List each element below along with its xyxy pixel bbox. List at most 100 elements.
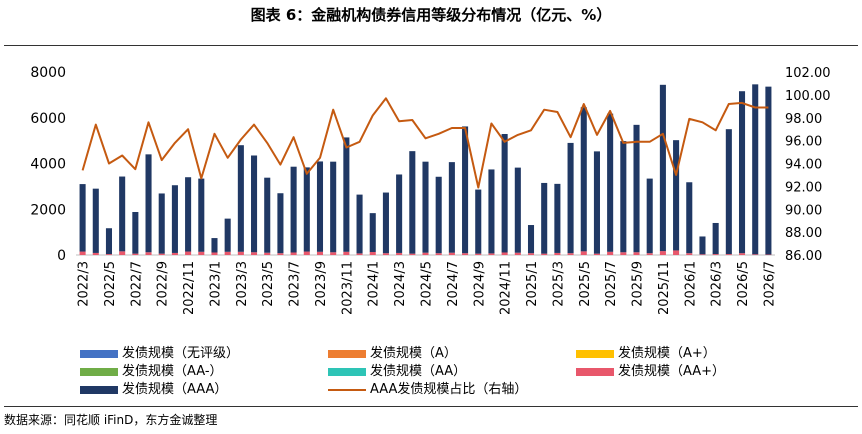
bar-series-5 (725, 254, 732, 255)
legend-item-aa-plus: 发债规模（AA+） (576, 360, 725, 379)
x-tick-label: 2025/5 (578, 261, 593, 307)
chart-title: 图表 6：金融机构债券信用等级分布情况（亿元、%） (250, 6, 612, 24)
bar-series-6 (738, 91, 746, 254)
y-right-tick-label: 100.00 (785, 89, 831, 104)
x-tick-label: 2024/1 (367, 261, 382, 307)
legend-item-aa-minus: 发债规模（AA-） (80, 360, 223, 379)
bar-series-5 (646, 253, 653, 255)
bar-series-6 (620, 141, 627, 253)
bar-series-5 (541, 253, 548, 255)
bar-series-6 (580, 107, 587, 252)
bar-series-6 (765, 86, 772, 255)
bar-series-5 (488, 253, 495, 255)
legend-item-a: 发债规模（A） (328, 342, 457, 361)
x-tick-label: 2026/5 (736, 261, 751, 307)
bar-series-6 (448, 162, 455, 253)
bar-series-6 (554, 183, 561, 253)
x-tick-label: 2022/11 (182, 261, 197, 315)
bar-series-6 (633, 124, 640, 253)
bar-series-5 (593, 253, 600, 255)
bar-series-6 (303, 167, 310, 252)
legend-swatch-aaa-share (328, 388, 366, 391)
bar-series-5 (303, 251, 310, 255)
bar-series-5 (145, 252, 152, 255)
bar-series-6 (290, 166, 297, 253)
bar-series-5 (79, 251, 86, 255)
bar-series-5 (224, 251, 231, 255)
aaa-share-line (81, 97, 769, 189)
bar-series-6 (712, 222, 719, 255)
bar-series-5 (699, 254, 706, 255)
x-tick-label: 2025/7 (604, 261, 619, 307)
bar-series-6 (158, 193, 165, 254)
x-tick-label: 2024/11 (499, 261, 514, 315)
x-tick-label: 2026/1 (683, 261, 698, 307)
y-right-tick-label: 102.00 (785, 66, 831, 81)
top-rule (4, 45, 858, 46)
x-tick-label: 2024/3 (393, 261, 408, 307)
bar-series-6 (382, 192, 389, 254)
bar-series-6 (277, 193, 284, 254)
legend-label-aa-plus: 发债规模（AA+） (618, 364, 726, 379)
bar-series-5 (448, 252, 455, 255)
legend-swatch-aa-minus (80, 367, 118, 376)
bar-series-5 (369, 252, 376, 255)
bar-series-5 (527, 253, 535, 255)
bar-series-5 (277, 253, 284, 255)
bar-series-5 (554, 252, 561, 255)
bar-series-5 (673, 250, 680, 255)
bar-series-6 (264, 177, 271, 253)
bar-series-6 (343, 137, 350, 252)
y-right-tick-label: 94.00 (785, 158, 822, 173)
x-tick-label: 2024/9 (472, 261, 487, 307)
bar-series-6 (92, 188, 99, 253)
bar-series-6 (198, 178, 205, 252)
bar-series-5 (422, 252, 429, 255)
x-tick-label: 2023/5 (261, 261, 276, 307)
bar-series-6 (211, 238, 218, 253)
y-left-tick-label: 8000 (30, 65, 66, 81)
bar-series-5 (171, 252, 178, 255)
bar-series-5 (132, 253, 139, 255)
bar-series-5 (501, 252, 508, 255)
bar-series-6 (145, 154, 152, 253)
y-right-tick-label: 92.00 (785, 180, 822, 195)
x-tick-label: 2024/7 (446, 261, 461, 307)
y-left-tick-label: 6000 (30, 111, 66, 127)
bar-series-6 (396, 174, 403, 253)
bar-series-6 (541, 182, 548, 254)
bar-series-6 (251, 155, 258, 253)
bar-series-5 (382, 253, 389, 255)
bar-series-5 (633, 252, 640, 255)
x-tick-label: 2022/3 (77, 261, 92, 307)
bar-series-5 (712, 254, 719, 255)
bar-series-6 (171, 185, 178, 253)
x-tick-label: 2025/11 (657, 261, 672, 315)
bar-series-6 (607, 113, 614, 252)
bar-series-6 (132, 211, 139, 254)
bar-series-6 (593, 151, 600, 254)
bar-series-6 (501, 133, 508, 253)
legend-swatch-unrated (80, 349, 118, 358)
bar-series-6 (356, 194, 363, 254)
bar-series-5 (158, 253, 165, 255)
x-tick-label: 2023/3 (235, 261, 250, 307)
bar-series-6 (409, 151, 416, 254)
bar-series-6 (462, 126, 469, 254)
bar-series-6 (673, 140, 680, 251)
x-tick-label: 2025/1 (525, 261, 540, 307)
bar-series-6 (237, 145, 244, 252)
bar-series-5 (198, 251, 205, 255)
bar-series-5 (659, 251, 666, 255)
bar-series-6 (119, 176, 126, 252)
legend-item-unrated: 发债规模（无评级） (80, 342, 239, 361)
legend-label-aa: 发债规模（AA） (370, 364, 467, 379)
bar-series-5 (211, 252, 218, 255)
bar-series-5 (514, 252, 521, 255)
bar-series-6 (646, 178, 653, 254)
legend-label-a: 发债规模（A） (370, 346, 457, 361)
x-tick-label: 2025/3 (551, 261, 566, 307)
bar-series-6 (725, 129, 732, 255)
bar-series-5 (409, 253, 416, 255)
bar-series-5 (738, 253, 746, 255)
